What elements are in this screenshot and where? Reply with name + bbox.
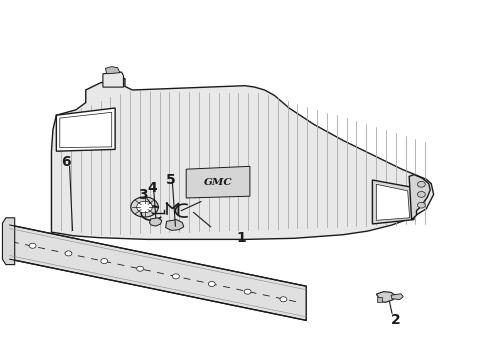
Circle shape bbox=[137, 266, 144, 271]
Circle shape bbox=[29, 243, 36, 248]
Polygon shape bbox=[149, 218, 162, 226]
Circle shape bbox=[417, 192, 425, 197]
Text: GMC: GMC bbox=[204, 178, 232, 187]
Circle shape bbox=[172, 274, 179, 279]
Text: 5: 5 bbox=[166, 173, 175, 187]
Circle shape bbox=[417, 202, 425, 208]
Polygon shape bbox=[376, 184, 410, 220]
Polygon shape bbox=[372, 180, 414, 224]
Polygon shape bbox=[186, 166, 250, 198]
Polygon shape bbox=[103, 72, 123, 87]
Circle shape bbox=[417, 181, 425, 187]
Text: 4: 4 bbox=[147, 181, 157, 195]
Polygon shape bbox=[376, 292, 395, 302]
Polygon shape bbox=[56, 108, 115, 151]
Text: 2: 2 bbox=[391, 313, 401, 327]
Polygon shape bbox=[60, 112, 112, 148]
Text: 1: 1 bbox=[237, 231, 246, 245]
Bar bbox=[377, 297, 382, 302]
Text: 3: 3 bbox=[138, 188, 148, 202]
Circle shape bbox=[101, 258, 108, 264]
Polygon shape bbox=[166, 220, 184, 230]
Circle shape bbox=[131, 197, 158, 217]
Circle shape bbox=[137, 201, 152, 213]
Polygon shape bbox=[51, 78, 434, 239]
Polygon shape bbox=[391, 294, 403, 300]
Circle shape bbox=[280, 297, 287, 302]
Polygon shape bbox=[2, 218, 15, 265]
Polygon shape bbox=[105, 67, 120, 74]
Text: 6: 6 bbox=[61, 155, 71, 169]
Circle shape bbox=[208, 282, 215, 287]
Circle shape bbox=[244, 289, 251, 294]
Polygon shape bbox=[10, 225, 306, 320]
Circle shape bbox=[65, 251, 72, 256]
Polygon shape bbox=[409, 175, 430, 220]
